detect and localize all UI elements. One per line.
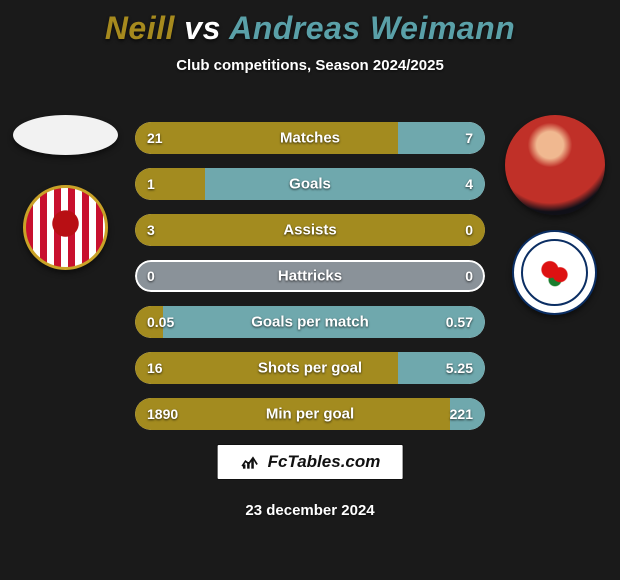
bar-label: Matches xyxy=(280,130,340,147)
bar-value-right: 7 xyxy=(465,130,473,146)
bar-fill-left xyxy=(135,122,398,154)
bar-value-right: 0 xyxy=(465,268,473,284)
club2-badge-icon xyxy=(512,230,597,315)
bar-value-left: 0 xyxy=(147,268,155,284)
bar-fill-left xyxy=(135,168,205,200)
bar-value-left: 3 xyxy=(147,222,155,238)
brand-text: FcTables.com xyxy=(268,452,381,472)
stat-row: 3 0 Assists xyxy=(135,214,485,246)
date-text: 23 december 2024 xyxy=(245,502,374,519)
title-vs: vs xyxy=(175,10,229,46)
title-player1: Neill xyxy=(105,10,175,46)
bar-label: Shots per goal xyxy=(258,360,362,377)
comparison-card: Neill vs Andreas Weimann Club competitio… xyxy=(0,0,620,580)
player1-placeholder-icon xyxy=(13,115,118,155)
stat-row: 1 4 Goals xyxy=(135,168,485,200)
bar-label: Goals xyxy=(289,176,331,193)
subtitle: Club competitions, Season 2024/2025 xyxy=(0,57,620,74)
stat-row: 1890 221 Min per goal xyxy=(135,398,485,430)
bar-label: Hattricks xyxy=(278,268,342,285)
bar-value-right: 221 xyxy=(450,406,473,422)
bar-value-left: 16 xyxy=(147,360,163,376)
bar-value-right: 5.25 xyxy=(446,360,473,376)
bar-value-right: 0 xyxy=(465,222,473,238)
bar-label: Min per goal xyxy=(266,406,354,423)
bar-value-left: 0.05 xyxy=(147,314,174,330)
left-column xyxy=(8,115,123,270)
bar-value-right: 4 xyxy=(465,176,473,192)
brand-pill[interactable]: FcTables.com xyxy=(217,444,404,480)
stat-row: 0 0 Hattricks xyxy=(135,260,485,292)
right-column xyxy=(497,115,612,315)
club1-badge-icon xyxy=(23,185,108,270)
title-player2: Andreas Weimann xyxy=(229,10,515,46)
stats-bars: 21 7 Matches 1 4 Goals 3 0 Assists 0 0 Hattricks 0.0… xyxy=(135,122,485,430)
bar-value-right: 0.57 xyxy=(446,314,473,330)
bar-label: Assists xyxy=(283,222,336,239)
stat-row: 21 7 Matches xyxy=(135,122,485,154)
stat-row: 0.05 0.57 Goals per match xyxy=(135,306,485,338)
bar-fill-right xyxy=(205,168,485,200)
bar-label: Goals per match xyxy=(251,314,369,331)
page-title: Neill vs Andreas Weimann xyxy=(0,0,620,47)
stat-row: 16 5.25 Shots per goal xyxy=(135,352,485,384)
player2-photo-icon xyxy=(505,115,605,215)
bar-value-left: 21 xyxy=(147,130,163,146)
bar-value-left: 1 xyxy=(147,176,155,192)
brand-chart-icon xyxy=(240,452,260,472)
bar-value-left: 1890 xyxy=(147,406,178,422)
